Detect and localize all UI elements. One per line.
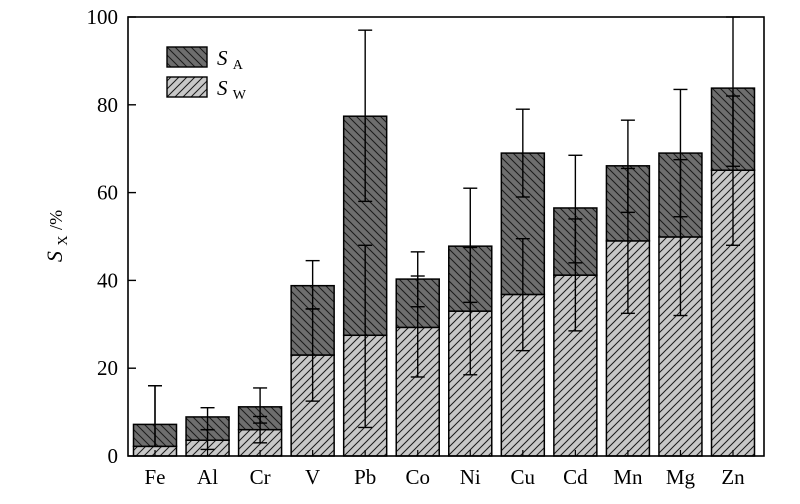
y-tick-label-0: 0 [108,444,119,468]
y-axis-label-main: S [42,251,67,262]
x-tick-label-cu: Cu [511,465,536,489]
x-tick-label-zn: Zn [721,465,745,489]
x-tick-label-cr: Cr [250,465,271,489]
legend-label-sa: S A [217,46,244,73]
legend-label-sw-sub: W [233,88,247,103]
legend-swatch-sa [166,46,208,68]
legend-label-sa-sub: A [233,58,244,73]
y-tick-label-60: 60 [97,181,118,205]
x-tick-label-pb: Pb [354,465,376,489]
legend-label-sw-main: S [217,76,228,100]
legend-label-sw: S W [217,76,247,103]
x-axis: Fe Al Cr V Pb Co Ni Cu Cd Mn Mg Zn [145,450,745,489]
y-axis: 0 20 40 60 80 100 [87,5,136,468]
x-tick-label-ni: Ni [460,465,481,489]
x-tick-label-cd: Cd [563,465,588,489]
error-bars-layer [148,16,740,451]
y-tick-label-80: 80 [97,93,118,117]
legend: S A S W [166,46,247,103]
legend-label-sa-main: S [217,46,228,70]
y-tick-label-40: 40 [97,268,118,292]
legend-swatch-sw [166,76,208,98]
bars-layer [132,87,756,457]
plot-frame [127,16,765,457]
x-tick-label-al: Al [197,465,218,489]
y-axis-label-sub: X [56,235,71,245]
y-tick-label-100: 100 [87,5,119,29]
y-tick-label-20: 20 [97,356,118,380]
x-tick-label-v: V [305,465,320,489]
x-tick-label-mn: Mn [613,465,643,489]
x-tick-label-fe: Fe [145,465,166,489]
y-axis-label-suffix: /% [46,210,66,230]
x-tick-label-co: Co [405,465,430,489]
x-tick-label-mg: Mg [666,465,696,489]
y-axis-label: S X /% [42,210,72,262]
